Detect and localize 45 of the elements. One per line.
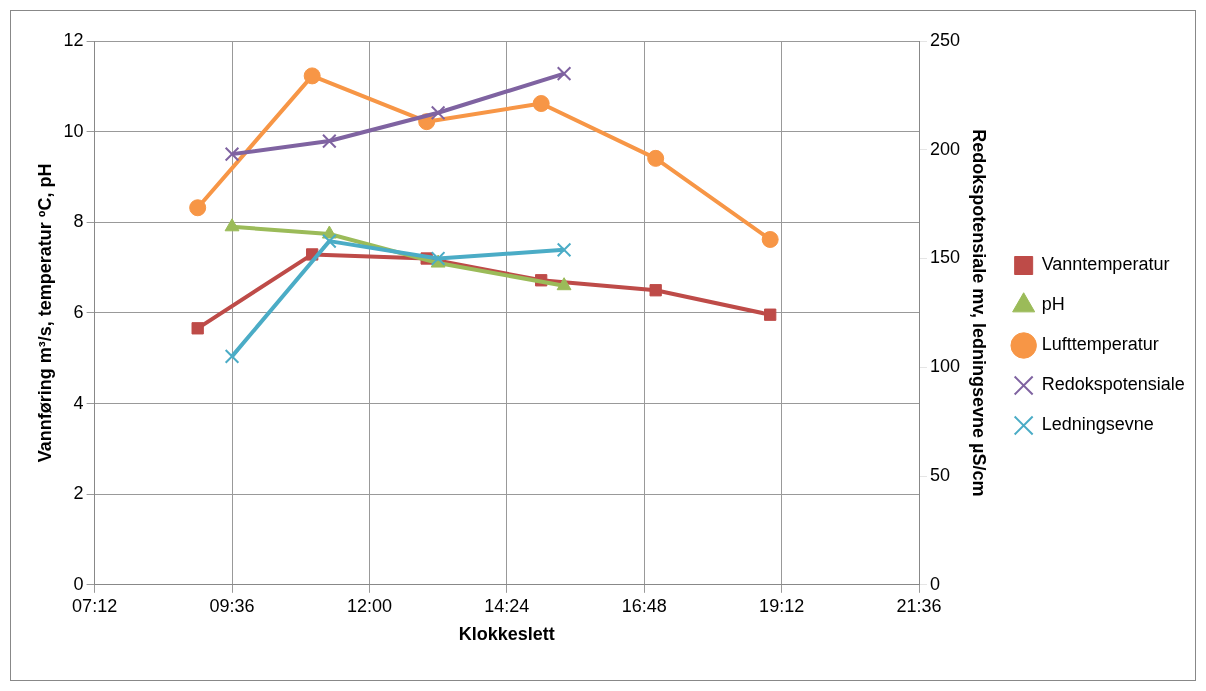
x-tick-label: 21:36 bbox=[896, 595, 942, 616]
point bbox=[764, 308, 777, 321]
legend-label: pH bbox=[1041, 294, 1065, 315]
point bbox=[191, 322, 204, 335]
point bbox=[303, 67, 321, 85]
y-tick-label: 4 bbox=[73, 392, 84, 413]
x-tick-label: 09:36 bbox=[209, 595, 255, 616]
y-tick-label: 10 bbox=[63, 120, 84, 141]
y-tick-label: 8 bbox=[73, 211, 84, 232]
x-axis-title: Klokkeslett bbox=[458, 624, 555, 645]
y2-tick-label: 50 bbox=[930, 465, 951, 486]
y-tick-label: 6 bbox=[73, 301, 84, 322]
point bbox=[556, 277, 572, 291]
point bbox=[532, 95, 550, 113]
y2-axis-title: Redokspotensiale mv, ledningsevne µS/cm bbox=[968, 129, 989, 497]
x-tick-label: 19:12 bbox=[759, 595, 805, 616]
x-tick-label: 07:12 bbox=[72, 595, 118, 616]
legend-label: Ledningsevne bbox=[1041, 414, 1154, 435]
y-tick-label: 0 bbox=[73, 573, 84, 594]
x-tick-label: 16:48 bbox=[621, 595, 667, 616]
legend-label: Vanntemperatur bbox=[1041, 254, 1170, 275]
x-tick-label: 14:24 bbox=[484, 595, 530, 616]
y-tick-label: 12 bbox=[63, 29, 84, 50]
point bbox=[189, 199, 207, 217]
point bbox=[556, 242, 572, 258]
point bbox=[556, 66, 572, 81]
y2-tick-label: 100 bbox=[930, 356, 961, 377]
point bbox=[647, 149, 665, 167]
point bbox=[321, 233, 337, 249]
x-tick-label: 12:00 bbox=[346, 595, 392, 616]
y2-tick-label: 150 bbox=[930, 247, 961, 268]
point bbox=[649, 284, 662, 297]
y2-tick-label: 0 bbox=[930, 573, 941, 594]
point bbox=[224, 349, 240, 364]
point bbox=[761, 230, 779, 248]
point bbox=[430, 105, 446, 121]
y-tick-label: 2 bbox=[73, 483, 84, 504]
y-axis-title: Vannføring m³/s, temperatur ºC, pH bbox=[34, 163, 55, 463]
legend-label: Lufttemperatur bbox=[1041, 334, 1159, 355]
y2-tick-label: 200 bbox=[930, 138, 961, 159]
point bbox=[321, 133, 337, 149]
legend-label: Redokspotensiale bbox=[1041, 374, 1185, 395]
point bbox=[224, 218, 240, 232]
point bbox=[224, 146, 240, 162]
y2-tick-label: 250 bbox=[930, 29, 961, 50]
